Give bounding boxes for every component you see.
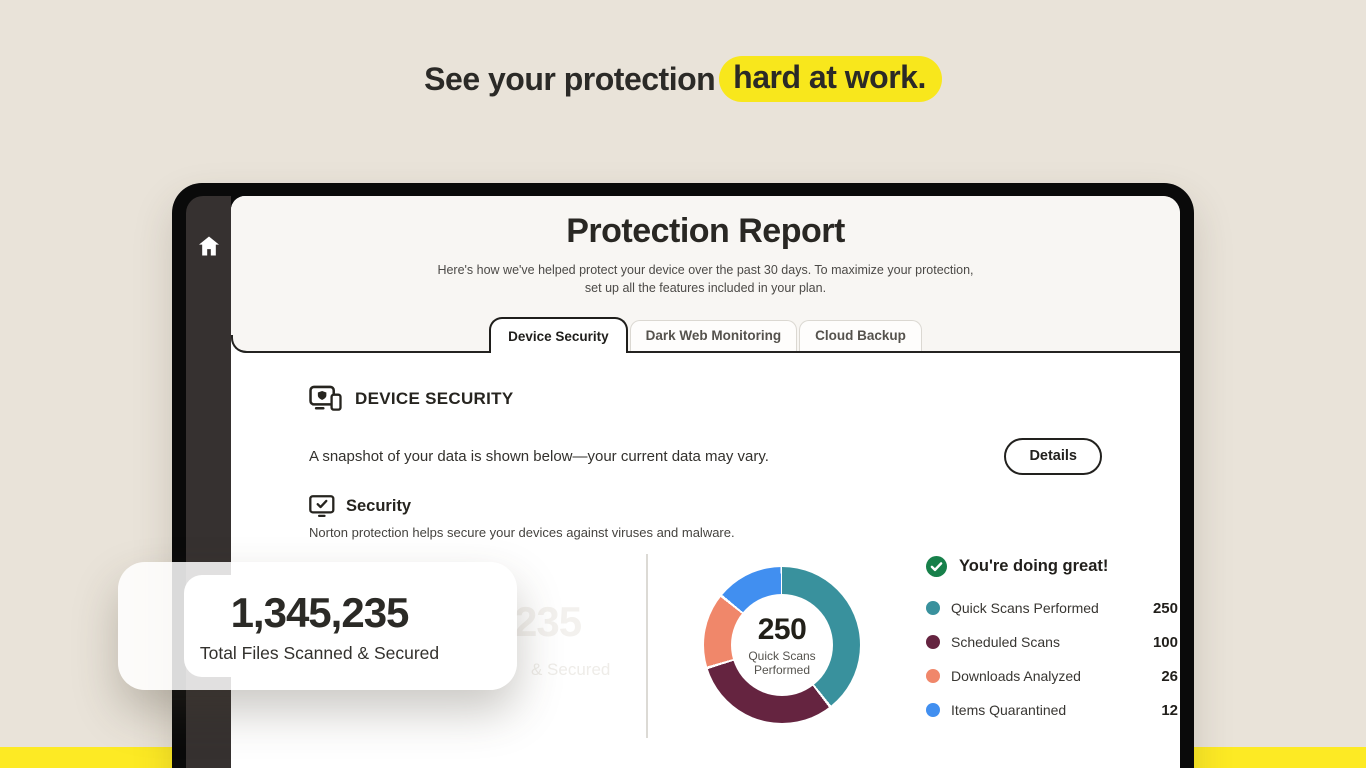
green-check-icon <box>926 555 947 577</box>
tab-device-security[interactable]: Device Security <box>489 317 628 353</box>
legend-dot <box>926 635 940 649</box>
legend-label: Items Quarantined <box>951 702 1067 718</box>
legend-row: Items Quarantined 12 <box>926 701 1178 720</box>
legend-row: Downloads Analyzed 26 <box>926 667 1178 686</box>
legend-label: Scheduled Scans <box>951 634 1060 650</box>
details-button[interactable]: Details <box>1004 437 1102 475</box>
report-body: DEVICE SECURITY A snapshot of your data … <box>231 352 1180 768</box>
donut-center: 250 Quick Scans Performed <box>731 593 833 696</box>
ghost-stat-label: & Secured <box>531 659 611 679</box>
stats-row: 235 & Secured 250 Quick Scans Performed <box>309 553 1178 768</box>
snapshot-note: A snapshot of your data is shown below—y… <box>309 447 769 465</box>
ghost-stat-value: 235 <box>514 597 582 645</box>
hero-headline-plain: See your protection <box>424 60 716 97</box>
legend-value: 26 <box>1161 667 1178 685</box>
legend-row: Quick Scans Performed 250 <box>926 599 1178 618</box>
legend-dot <box>926 669 940 683</box>
legend-value: 100 <box>1152 633 1178 651</box>
tab-cloud-backup[interactable]: Cloud Backup <box>799 319 922 351</box>
stat-card-callout: 1,345,235 Total Files Scanned & Secured <box>118 562 517 690</box>
donut-center-label: Quick Scans Performed <box>748 648 816 677</box>
security-subsection-description: Norton protection helps secure your devi… <box>309 524 735 540</box>
legend-value: 250 <box>1152 599 1178 617</box>
page-subtitle: Here's how we've helped protect your dev… <box>231 261 1180 297</box>
legend-label: Quick Scans Performed <box>951 600 1099 616</box>
legend-value: 12 <box>1161 701 1178 719</box>
legend-items: Quick Scans Performed 250 Scheduled Scan… <box>926 599 1178 720</box>
stat-card-label: Total Files Scanned & Secured <box>199 642 440 663</box>
stat-card-value: 1,345,235 <box>230 588 410 636</box>
hero-headline: See your protection hard at work. <box>0 56 1366 103</box>
hero-headline-highlight: hard at work. <box>719 56 942 103</box>
security-subsection-label: Security <box>346 496 412 515</box>
page-title: Protection Report <box>566 212 845 250</box>
home-icon[interactable] <box>198 236 220 256</box>
legend-status-label: You're doing great! <box>959 556 1109 575</box>
security-subsection-heading: Security <box>309 494 1102 518</box>
vertical-divider <box>646 553 648 738</box>
legend-row: Scheduled Scans 100 <box>926 633 1178 652</box>
stat-card: 1,345,235 Total Files Scanned & Secured <box>184 575 455 677</box>
device-security-section-heading: DEVICE SECURITY <box>309 385 1102 414</box>
device-security-heading-label: DEVICE SECURITY <box>355 389 514 408</box>
report-header: Protection Report Here's how we've helpe… <box>231 196 1180 353</box>
donut-center-value: 250 <box>757 612 807 646</box>
chart-legend: You're doing great! Quick Scans Performe… <box>926 555 1178 720</box>
device-security-icon <box>309 385 342 414</box>
legend-status: You're doing great! <box>926 555 1178 577</box>
donut-chart-wrap: 250 Quick Scans Performed <box>704 566 860 723</box>
donut-chart: 250 Quick Scans Performed <box>704 566 860 723</box>
tab-dark-web-monitoring[interactable]: Dark Web Monitoring <box>629 319 798 351</box>
page-subtitle-line1: Here's how we've helped protect your dev… <box>437 263 974 277</box>
page-subtitle-line2: set up all the features included in your… <box>584 281 827 295</box>
security-check-monitor-icon <box>309 494 335 518</box>
snapshot-row: A snapshot of your data is shown below—y… <box>309 437 1102 475</box>
legend-dot <box>926 703 940 717</box>
tab-bar: Device Security Dark Web Monitoring Clou… <box>231 317 1180 353</box>
legend-label: Downloads Analyzed <box>951 668 1081 684</box>
legend-dot <box>926 601 940 615</box>
